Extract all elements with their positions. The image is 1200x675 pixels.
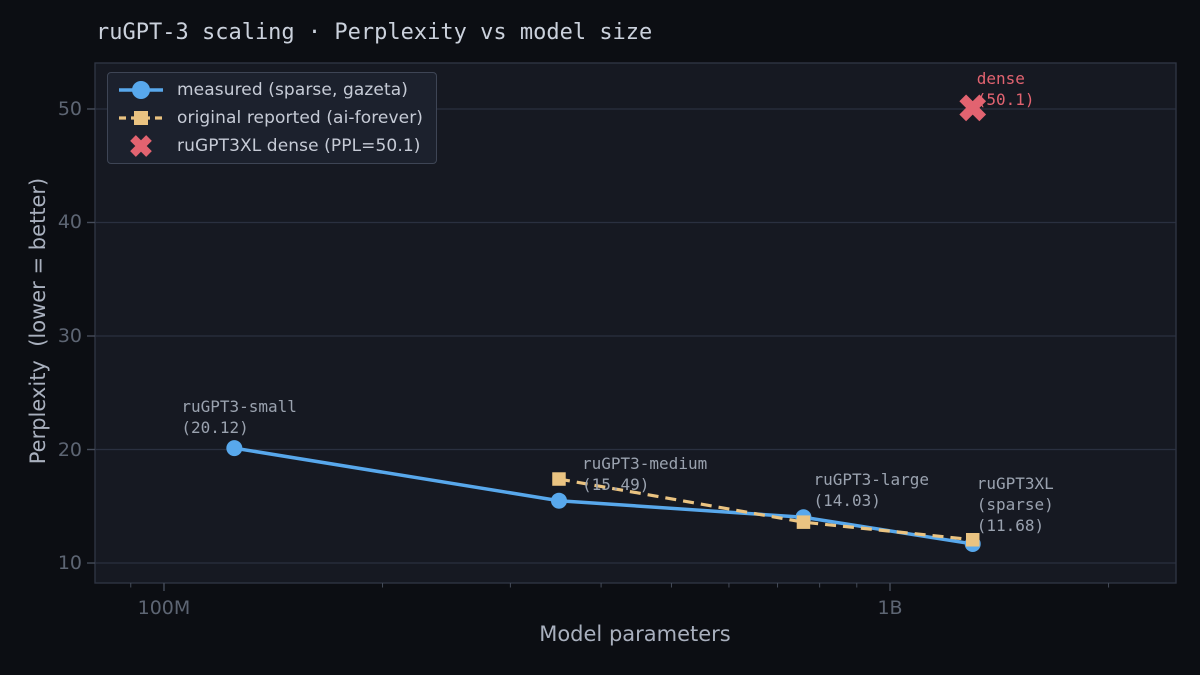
point-annotation: dense (50.1) [976, 68, 1035, 109]
y-tick-label: 10 [57, 552, 82, 575]
y-tick-label: 50 [57, 97, 82, 120]
x-tick-label: 100M [137, 597, 191, 619]
y-tick-label: 30 [57, 324, 82, 347]
legend: measured (sparse, gazeta) original repor… [107, 72, 437, 164]
x-marker-icon [130, 135, 152, 157]
chart-title: ruGPT-3 scaling · Perplexity vs model si… [96, 20, 653, 45]
x-tick-label: 1B [877, 597, 903, 619]
square-marker-icon [119, 111, 163, 125]
legend-label-dense: ruGPT3XL dense (PPL=50.1) [177, 136, 421, 156]
legend-label-reported: original reported (ai-forever) [177, 108, 424, 128]
y-tick-label: 40 [57, 211, 82, 234]
circle-marker-icon [119, 81, 163, 99]
point-annotation: ruGPT3-small (20.12) [181, 397, 297, 438]
legend-label-measured: measured (sparse, gazeta) [177, 80, 408, 100]
point-annotation: ruGPT3XL (sparse) (11.68) [976, 473, 1054, 535]
point-annotation: ruGPT3-medium (15.49) [581, 453, 708, 494]
y-tick-label: 20 [57, 438, 82, 461]
x-axis-label: Model parameters [539, 622, 731, 646]
legend-item-reported: original reported (ai-forever) [117, 104, 427, 132]
point-annotation: ruGPT3-large (14.03) [813, 470, 930, 511]
legend-item-measured: measured (sparse, gazeta) [117, 76, 427, 104]
legend-item-dense: ruGPT3XL dense (PPL=50.1) [117, 132, 427, 160]
